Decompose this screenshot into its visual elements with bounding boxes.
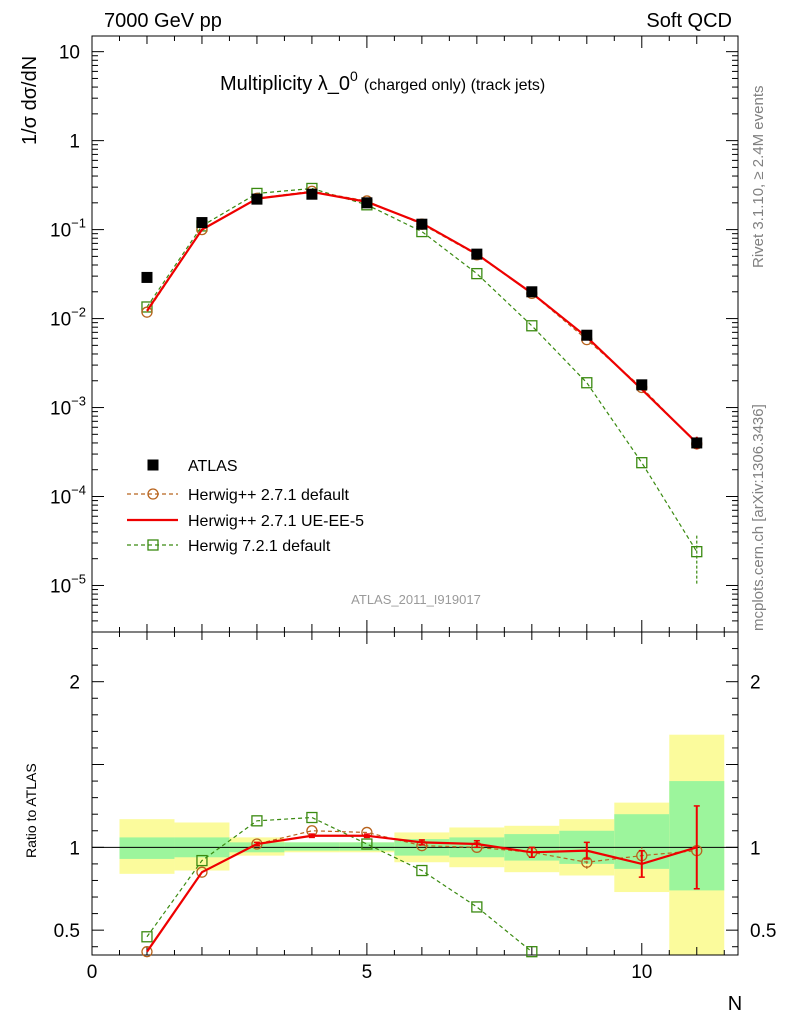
legend-label: Herwig 7.2.1 default	[188, 538, 331, 555]
herwig721-marker	[471, 267, 483, 280]
y-tick-label: 10	[59, 43, 80, 64]
chart-title: Multiplicity λ_00(charged only) (track j…	[220, 68, 545, 95]
atlas-marker	[141, 271, 153, 283]
atlas-marker	[416, 218, 428, 230]
y-tick-label: 10−3	[50, 394, 86, 420]
herwig721-marker	[636, 457, 648, 469]
ratio-y-tick-label-right: 0.5	[750, 921, 776, 942]
ratio-herwig721-marker	[306, 811, 318, 824]
herwig721-marker	[526, 320, 538, 332]
y-axis-label: 1/σ dσ/dN	[19, 56, 41, 145]
ratio-herwig721-marker	[196, 854, 208, 867]
atlas-marker	[251, 193, 263, 205]
ratio-band-inner	[339, 842, 395, 851]
ratio-herwig721-marker	[416, 864, 428, 877]
ratio-y-tick-label-right: 1	[750, 838, 761, 859]
main-panel-frame: 10 1 10−1 10−2 10−3 10−4 10−5	[50, 35, 739, 955]
y-tick-label: 10−5	[50, 571, 86, 597]
y-tick-label: 10−2	[50, 305, 86, 331]
ratio-y-tick-label: 0.5	[54, 921, 80, 942]
mcplots-label: mcplots.cern.ch [arXiv:1306.3436]	[750, 404, 767, 631]
x-tick-label: 0	[87, 962, 98, 983]
ratio-herwig721-marker	[141, 931, 153, 943]
main-panel-series	[141, 182, 703, 584]
ratio-panel-border	[91, 631, 739, 956]
ratio-panel-series	[141, 805, 703, 958]
legend-label: ATLAS	[188, 458, 238, 475]
x-tick-label: 5	[362, 962, 373, 983]
ratio-y-axis-label: Ratio to ATLAS	[23, 763, 39, 858]
header-right: Soft QCD	[646, 10, 732, 32]
ratio-herwigpp-default-marker	[196, 866, 208, 878]
ratio-band-inner	[284, 842, 340, 851]
atlas-marker	[196, 217, 208, 229]
x-tick-label: 10	[631, 962, 652, 983]
legend-label: Herwig++ 2.7.1 default	[188, 487, 350, 504]
y-tick-label: 10−4	[50, 483, 86, 509]
atlas-marker	[581, 329, 593, 341]
legend: ATLAS Herwig++ 2.7.1 default Herwig++ 2.7.…	[127, 458, 364, 555]
atlas-marker	[306, 188, 318, 200]
watermark: ATLAS_2011_I919017	[351, 592, 481, 607]
rivet-version-label: Rivet 3.1.10, ≥ 2.4M events	[750, 86, 767, 269]
legend-label: Herwig++ 2.7.1 UE-EE-5	[188, 513, 364, 530]
ratio-y-tick-label-right: 2	[750, 673, 761, 694]
atlas-marker	[361, 197, 373, 209]
legend-atlas-marker	[147, 459, 159, 471]
header-left: 7000 GeV pp	[104, 10, 222, 32]
x-axis-label: N	[728, 993, 742, 1015]
atlas-marker	[471, 248, 483, 260]
ratio-y-tick-label: 1	[69, 838, 80, 859]
herwigpp-default-marker	[141, 306, 153, 318]
ratio-band-inner	[119, 837, 175, 859]
ratio-herwigpp-default-marker	[141, 946, 153, 958]
ratio-herwig721-marker	[526, 946, 538, 958]
y-tick-label: 10−1	[50, 216, 86, 242]
ratio-panel-frame: 0 5 10 0.5 0.5 1 1 2 2	[54, 631, 776, 983]
herwig721-marker	[581, 377, 593, 389]
legend-herwigpp-default-marker	[147, 488, 159, 500]
ratio-herwig721-marker	[361, 838, 373, 850]
y-tick-label: 1	[69, 132, 80, 153]
ratio-herwig721-marker	[471, 901, 483, 913]
atlas-marker	[691, 437, 703, 449]
ratio-herwigpp-default-line	[146, 830, 697, 953]
ratio-herwig721-line	[146, 816, 533, 953]
legend-herwig721-marker	[147, 539, 159, 551]
atlas-marker	[526, 286, 538, 298]
ratio-y-tick-label: 2	[69, 673, 80, 694]
ratio-herwig721-marker	[251, 815, 263, 827]
atlas-marker	[636, 379, 648, 391]
herwig721-marker	[691, 546, 703, 558]
herwig721-line	[146, 187, 698, 552]
